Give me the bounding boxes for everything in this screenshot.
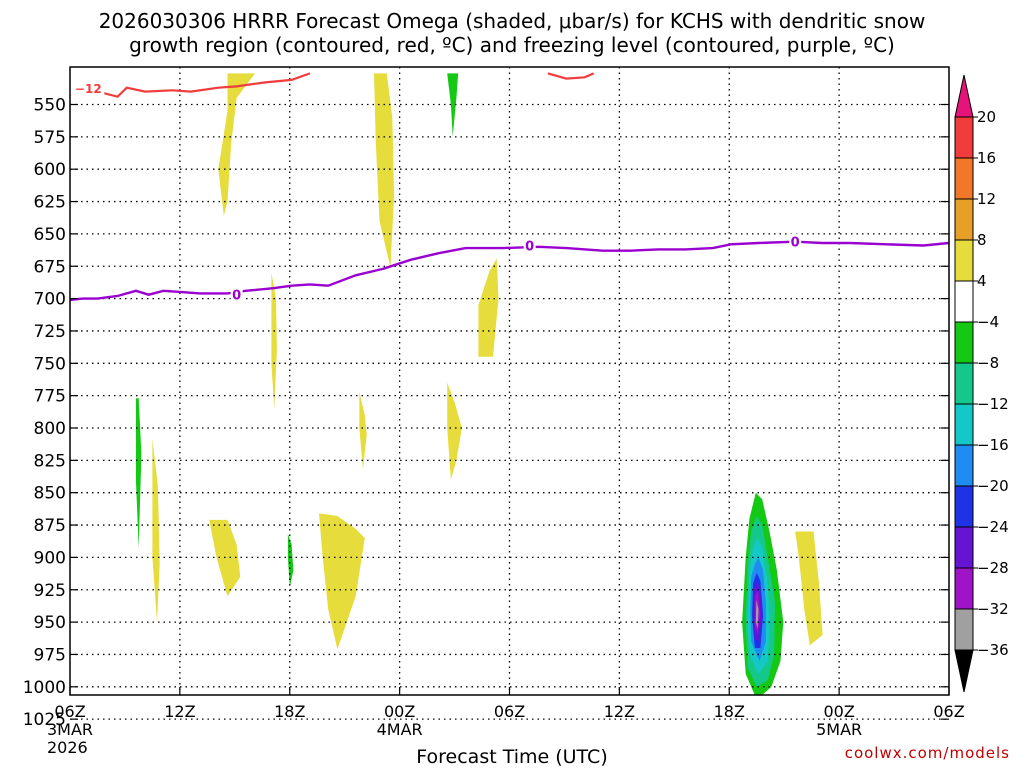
dgz-contour-line (70, 72, 311, 98)
y-tick-label: 950 (34, 613, 66, 633)
colorbar-swatch (954, 239, 974, 282)
omega-region (218, 73, 255, 216)
colorbar-swatch (954, 444, 974, 487)
colorbar-top-arrow (954, 74, 974, 118)
freezing-level-label-bg (789, 233, 802, 249)
colorbar-swatch (954, 567, 974, 610)
omega-region (359, 391, 367, 470)
x-tick-date-label: 3MAR (47, 720, 93, 739)
omega-region (795, 531, 823, 646)
dgz-contour-label: −12 (75, 82, 102, 96)
y-tick-label: 725 (34, 322, 66, 342)
x-tick-date-label: 4MAR (377, 720, 423, 739)
colorbar-level-label: 20 (977, 108, 996, 126)
colorbar-swatch (954, 116, 974, 159)
y-tick-label: 850 (34, 484, 66, 504)
omega-region (447, 382, 462, 480)
colorbar-swatch (954, 198, 974, 241)
x-tick-label: 06Z (494, 702, 525, 721)
colorbar-level-label: −36 (977, 641, 1009, 659)
chart-title-line-1: 2026030306 HRRR Forecast Omega (shaded, … (98, 9, 926, 33)
omega-region (447, 73, 459, 137)
x-tick-label: 00Z (384, 702, 415, 721)
omega-shading (135, 73, 823, 695)
colorbar-swatch (954, 280, 974, 323)
contours: 0 0 0 −12 (70, 72, 949, 304)
colorbar-swatch (954, 157, 974, 200)
colorbar-level-label: −32 (977, 600, 1009, 618)
x-tick-label: 06Z (54, 702, 85, 721)
y-tick-label: 575 (34, 128, 66, 148)
colorbar-swatch (954, 362, 974, 405)
y-tick-label: 1025 (23, 710, 66, 730)
dgz-contour-line (547, 72, 595, 80)
y-tick-label: 800 (34, 419, 66, 439)
omega-region (287, 534, 294, 588)
colorbar-level-label: −8 (977, 354, 999, 372)
omega-region (319, 513, 365, 650)
y-tick-label: 1000 (23, 678, 66, 698)
colorbar-swatch (954, 526, 974, 569)
x-tick-year-label: 2026 (47, 738, 88, 757)
x-tick-label: 18Z (274, 702, 305, 721)
y-tick-label: 900 (34, 548, 66, 568)
x-tick-label: 12Z (604, 702, 635, 721)
y-tick-label: 600 (34, 160, 66, 180)
freezing-level-label: 0 (525, 240, 534, 255)
y-tick-label: 775 (34, 387, 66, 407)
y-tick-label: 700 (34, 290, 66, 310)
colorbar: 20 16 12 8 4 −4 −8 −12 −16 −20 −24 −28 −32 −36 (954, 74, 1009, 693)
colorbar-level-label: 4 (977, 272, 987, 290)
omega-region (374, 73, 395, 268)
colorbar-level-label: −4 (977, 313, 999, 331)
omega-region (152, 438, 160, 623)
y-tick-label: 650 (34, 225, 66, 245)
dgz-label-bg (70, 80, 105, 95)
y-tick-label: 925 (34, 581, 66, 601)
colorbar-level-label: −16 (977, 436, 1009, 454)
x-tick-date-label: 5MAR (816, 720, 862, 739)
y-tick-label: 750 (34, 354, 66, 374)
y-tick-label: 875 (34, 516, 66, 536)
omega-region (209, 519, 241, 597)
colorbar-bottom-arrow (954, 649, 974, 693)
omega-region (271, 272, 277, 409)
omega-region (478, 258, 499, 357)
colorbar-swatch (954, 321, 974, 364)
y-tick-label: 975 (34, 645, 66, 665)
chart-title-line-2: growth region (contoured, red, ºC) and f… (129, 33, 895, 57)
x-axis-label: Forecast Time (UTC) (416, 746, 608, 768)
y-tick-label: 625 (34, 193, 66, 213)
colorbar-level-label: −20 (977, 477, 1009, 495)
colorbar-level-label: 8 (977, 231, 987, 249)
axes: 550 575 600 625 650 675 700 725 750 775 800 825 850 8… (23, 66, 965, 757)
colorbar-swatch (954, 485, 974, 528)
colorbar-swatch (954, 403, 974, 446)
colorbar-level-label: −24 (977, 518, 1009, 536)
x-tick-label: 18Z (714, 702, 745, 721)
colorbar-level-label: −12 (977, 395, 1009, 413)
x-tick-label: 06Z (933, 702, 964, 721)
omega-region (135, 398, 142, 549)
y-tick-label: 825 (34, 451, 66, 471)
freezing-level-line (70, 240, 949, 302)
grid-lines (70, 67, 949, 720)
colorbar-level-label: −28 (977, 559, 1009, 577)
x-tick-label: 00Z (823, 702, 854, 721)
colorbar-level-label: 12 (977, 190, 996, 208)
freezing-level-label: 0 (791, 236, 800, 251)
freezing-level-label-bg (523, 237, 536, 253)
colorbar-swatch (954, 608, 974, 651)
freezing-level-label: 0 (232, 289, 241, 304)
colorbar-level-label: 16 (977, 149, 996, 167)
credit-link[interactable]: coolwx.com/models (844, 744, 1010, 762)
y-tick-label: 550 (34, 96, 66, 116)
x-tick-label: 12Z (164, 702, 195, 721)
y-tick-label: 675 (34, 257, 66, 277)
freezing-level-label-bg (230, 286, 243, 302)
